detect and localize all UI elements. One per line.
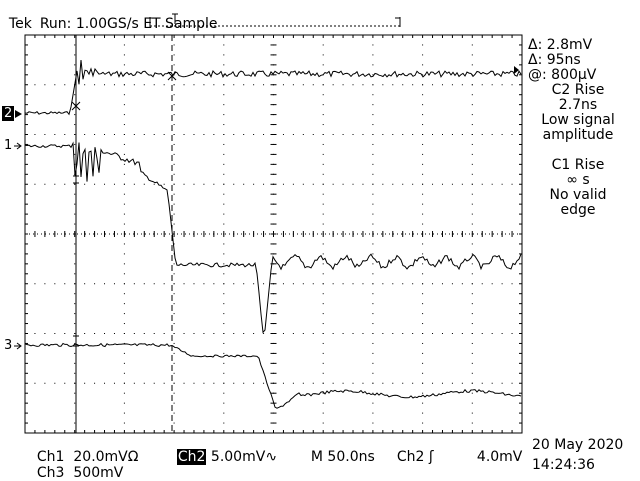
ch1-waveform (24, 141, 522, 334)
run-state: Run: 1.00GS/s (39, 16, 139, 32)
ch2-scale: 5.00mV (210, 449, 266, 465)
ch1-setting[interactable]: Ch1 20.0mVΩ (28, 436, 139, 465)
c1-rise-value: ∞ s (566, 172, 590, 188)
ch2-label: Ch2 (176, 449, 207, 465)
cursor-at-value: @: 800μV (528, 67, 597, 83)
ch3-waveform (24, 342, 522, 409)
c2-rise-note-1: Low signal (541, 112, 615, 128)
c1-rise-note-2: edge (560, 202, 596, 218)
trigger-source: Ch2 (396, 449, 425, 465)
c2-rise-value: 2.7ns (558, 97, 598, 113)
time-cursors (75, 35, 173, 433)
cursor-delta-t: Δ: 95ns (528, 52, 581, 68)
measurement-panel: Δ: 2.8mV Δ: 95ns @: 800μV C2 Rise 2.7ns … (528, 38, 640, 218)
ch1-marker[interactable]: 1 (4, 138, 13, 153)
status-bar: Tek Run: 1.00GS/s ET Sample (0, 0, 218, 32)
trigger-slope-icon: ʃ (428, 449, 434, 465)
trigger-level[interactable]: 4.0mV (468, 436, 522, 464)
record-bar (149, 13, 401, 27)
ch3-scale: 500mV (73, 465, 124, 481)
cursor-marks (71, 71, 177, 347)
ch2-setting[interactable]: Ch2 5.00mV∿ (168, 436, 278, 465)
timebase-value: M 50.0ns (310, 449, 375, 465)
trigger-level-value: 4.0mV (476, 449, 523, 465)
acquisition-mode: ET Sample (143, 16, 218, 32)
ch3-setting[interactable]: Ch3 500mV (28, 452, 123, 480)
date-label: 20 May 2020 (532, 437, 624, 453)
trigger-setting[interactable]: Ch2 ʃ (388, 436, 434, 464)
cursor-delta-v: Δ: 2.8mV (528, 37, 593, 53)
ch3-marker[interactable]: 3 (4, 338, 13, 353)
channel-arrows (14, 110, 22, 350)
time-label: 14:24:36 (532, 457, 595, 473)
c1-rise-note-1: No valid (549, 187, 607, 203)
ch3-label: Ch3 (36, 465, 65, 481)
ch2-marker[interactable]: 2 (2, 106, 15, 121)
c2-rise-title: C2 Rise (551, 82, 605, 98)
c1-rise-title: C1 Rise (551, 157, 605, 173)
timebase-setting[interactable]: M 50.0ns (302, 436, 375, 464)
trigger-level-arrow (514, 66, 519, 74)
brand-label: Tek (8, 16, 32, 32)
ch1-scale: 20.0mVΩ (73, 449, 139, 465)
ch2-waveform (24, 60, 522, 116)
ch1-label: Ch1 (36, 449, 65, 465)
graticule (24, 34, 523, 434)
c2-rise-note-2: amplitude (542, 127, 614, 143)
ch2-bw-icon: ∿ (265, 449, 278, 465)
